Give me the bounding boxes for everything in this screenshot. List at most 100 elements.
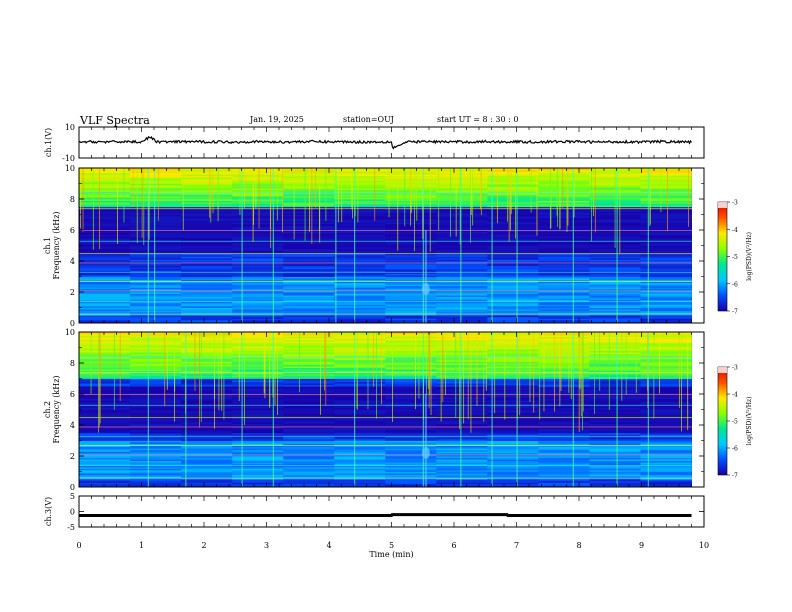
spectrogram-cell <box>436 432 488 435</box>
spectrogram-cell <box>130 358 182 361</box>
spectrogram-cell <box>130 339 182 342</box>
spectrogram-cell <box>640 253 692 256</box>
spectrogram-cell <box>232 299 284 302</box>
spectrogram-cell <box>487 230 539 232</box>
spectrogram-cell <box>640 428 692 431</box>
spectrogram-cell <box>385 448 437 451</box>
spectrogram-cell <box>589 479 641 482</box>
spectrogram-cell <box>130 417 182 420</box>
spectrogram-cell <box>283 316 335 319</box>
spectrogram-cell <box>385 389 437 392</box>
sferic-spike <box>463 332 465 424</box>
spectrogram-cell <box>538 451 590 454</box>
spectrogram-cell <box>181 264 233 267</box>
spectrogram-cell <box>589 288 641 291</box>
spectrogram-cell <box>130 279 182 282</box>
spectrogram-cell <box>436 183 488 186</box>
spectrogram-cell <box>640 183 692 186</box>
sferic-spike <box>550 168 552 229</box>
colorbar-tick-label: -3 <box>732 365 738 372</box>
sferic-spike <box>647 168 649 323</box>
spectrogram-cell <box>487 364 539 367</box>
spectrogram-cell <box>334 389 386 392</box>
spectrogram-cell <box>436 214 488 217</box>
spectrogram-cell <box>640 482 692 485</box>
spectrogram-cell <box>589 369 641 372</box>
spectrogram-cell <box>232 239 284 242</box>
spectrogram-cell <box>334 316 386 319</box>
spectrogram-cell <box>487 376 539 379</box>
spectrogram-cell <box>385 293 437 296</box>
spectrogram-cell <box>79 364 131 367</box>
spectrogram-cell <box>589 448 641 451</box>
spectrogram-cell <box>538 203 590 206</box>
spectrogram-cell <box>232 171 284 174</box>
spectrogram-cell <box>436 274 488 277</box>
spectrogram-cell <box>232 386 284 389</box>
spectrogram-cell <box>385 288 437 291</box>
spectrogram-cell <box>589 457 641 460</box>
spectrogram-cell <box>436 242 488 245</box>
spectrogram-cell <box>487 398 539 401</box>
ch1-trace <box>78 135 692 150</box>
spectrogram-cell <box>334 261 386 263</box>
spectrogram-cell <box>640 313 692 316</box>
spectrogram-cell <box>232 485 284 488</box>
spectrogram-cell <box>385 383 437 386</box>
spectrogram-cell <box>640 466 692 469</box>
spectrogram-cell <box>487 268 539 271</box>
spectrogram-cell <box>334 400 386 403</box>
spectrogram-cell <box>130 194 182 197</box>
spectrogram-cell <box>181 431 233 434</box>
spectrogram-cell <box>334 339 386 342</box>
x-tick-label: 8 <box>576 541 581 550</box>
spectrogram-cell <box>385 245 437 248</box>
spectrogram-cell <box>436 226 488 229</box>
spectrogram-cell <box>334 477 386 480</box>
spectrogram-cell <box>232 222 284 225</box>
spectrogram-cell <box>487 353 539 356</box>
spectrogram-cell <box>487 373 539 376</box>
spectrogram-cell <box>436 446 488 449</box>
spectrogram-cell <box>334 440 386 443</box>
spectrogram-cell <box>487 459 539 462</box>
spectrogram-cell <box>130 199 182 201</box>
spectrogram-cell <box>232 462 284 465</box>
spectrogram-cell <box>130 231 182 234</box>
spectrogram-cell <box>130 220 182 223</box>
spectrogram-cell <box>232 172 284 175</box>
spectrogram-cell <box>334 242 386 245</box>
spectrogram-cell <box>232 212 284 215</box>
spectrogram-cell <box>79 456 131 458</box>
spectrogram-cell <box>79 381 131 384</box>
spectrogram-cell <box>640 194 692 197</box>
spectrogram-cell <box>589 273 641 276</box>
spectrogram-cell <box>79 431 131 434</box>
spectrogram-cell <box>79 448 131 451</box>
spectrogram-cell <box>79 248 131 251</box>
spectrogram-cell <box>181 363 233 365</box>
sferic-spike <box>253 168 254 225</box>
spectrogram-cell <box>181 414 233 417</box>
spectrogram-cell <box>283 457 335 460</box>
spectrogram-cell <box>130 474 182 477</box>
spectrogram-cell <box>334 425 386 427</box>
spectrogram-cell <box>487 302 539 305</box>
spectrogram-cell <box>436 401 488 404</box>
spectrogram-cell <box>283 287 335 290</box>
y-tick-label: 5 <box>70 492 75 501</box>
spectrogram-cell <box>436 237 488 240</box>
spectrogram-cell <box>640 479 692 482</box>
spectrogram-cell <box>640 318 692 321</box>
spectrogram-cell <box>487 352 539 355</box>
spectrogram-cell <box>589 370 641 373</box>
sferic-spike <box>373 332 374 387</box>
sferic-spike <box>381 332 382 405</box>
spectrogram-cell <box>334 305 386 308</box>
spectrogram-cell <box>436 336 488 339</box>
spectrogram-cell <box>334 459 386 462</box>
spectrogram-cell <box>79 375 131 378</box>
sferic-spike <box>352 168 353 219</box>
spectrogram-cell <box>640 195 692 198</box>
